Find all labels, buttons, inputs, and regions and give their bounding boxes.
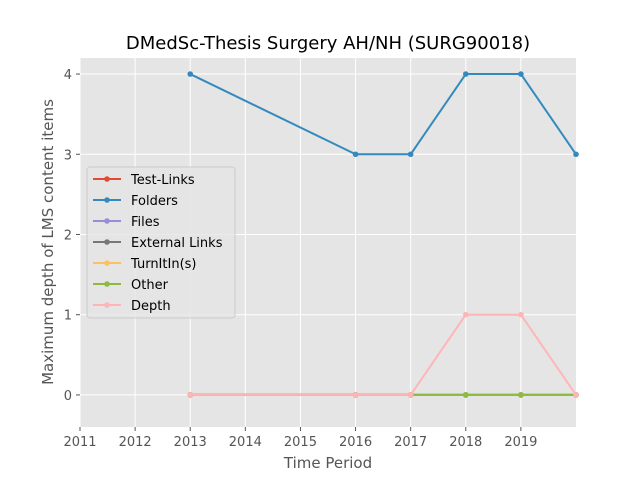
chart-title: DMedSc-Thesis Surgery AH/NH (SURG90018) — [126, 33, 530, 54]
x-tick-label: 2011 — [63, 435, 96, 450]
x-tick-label: 2015 — [284, 435, 317, 450]
x-axis-label: Time Period — [283, 454, 372, 472]
data-point-folders — [518, 71, 524, 77]
legend-label: Test-Links — [130, 173, 195, 188]
y-axis-label: Maximum depth of LMS content items — [39, 99, 57, 385]
legend-label: Depth — [131, 299, 171, 314]
legend-item: TurnItIn(s) — [93, 257, 196, 272]
y-tick-label: 1 — [64, 309, 72, 324]
y-tick-label: 2 — [64, 228, 72, 243]
data-point-other — [518, 392, 524, 398]
legend-label: Files — [131, 215, 160, 230]
legend-box — [86, 166, 236, 319]
x-tick-label: 2012 — [119, 435, 152, 450]
x-tick-label: 2019 — [504, 435, 537, 450]
data-point-depth — [462, 311, 469, 318]
series-depth — [187, 311, 579, 398]
legend-marker — [104, 218, 110, 224]
legend-marker — [104, 176, 110, 182]
x-tick-label: 2018 — [449, 435, 482, 450]
x-tick-label: 2013 — [174, 435, 207, 450]
legend-marker — [104, 302, 110, 308]
legend-marker — [104, 281, 110, 287]
legend-item: Files — [93, 215, 160, 230]
legend-label: Other — [131, 278, 169, 293]
legend-label: Folders — [131, 194, 178, 209]
y-tick-label: 4 — [64, 68, 72, 83]
data-point-folders — [573, 151, 579, 158]
data-point-depth — [352, 392, 359, 398]
data-point-folders — [187, 71, 194, 77]
data-point-depth — [518, 311, 524, 318]
data-point-depth — [187, 392, 194, 398]
x-tick-label: 2014 — [229, 435, 262, 450]
data-point-folders — [462, 71, 469, 77]
y-tick-label: 0 — [64, 389, 72, 404]
legend-marker — [104, 239, 110, 245]
series-line-folders — [189, 73, 577, 156]
data-point-other — [462, 392, 469, 398]
x-tick-label: 2016 — [339, 435, 372, 450]
series-folders — [187, 71, 579, 158]
y-tick-label: 3 — [64, 148, 72, 163]
legend-item: Test-Links — [93, 173, 195, 188]
legend-label: External Links — [131, 236, 223, 251]
data-point-depth — [573, 392, 579, 398]
legend-label: TurnItIn(s) — [130, 257, 196, 272]
series-layer — [187, 71, 579, 398]
legend-item: External Links — [93, 236, 223, 251]
data-point-folders — [407, 151, 414, 158]
legend: Test-Links Folders Files External Links Turn… — [86, 166, 236, 319]
x-tick-label: 2017 — [394, 435, 427, 450]
series-line-depth — [190, 313, 577, 396]
legend-item: Depth — [93, 299, 171, 314]
legend-item: Other — [93, 278, 169, 293]
axis-ticks: 2011 2012 2013 2014 2015 2016 2017 2018 2019 0 1 2 3… — [63, 68, 537, 450]
legend-marker — [104, 260, 110, 266]
data-point-depth — [407, 392, 414, 398]
legend-item: Folders — [93, 194, 178, 209]
data-point-folders — [352, 151, 359, 158]
legend-marker — [104, 197, 110, 203]
